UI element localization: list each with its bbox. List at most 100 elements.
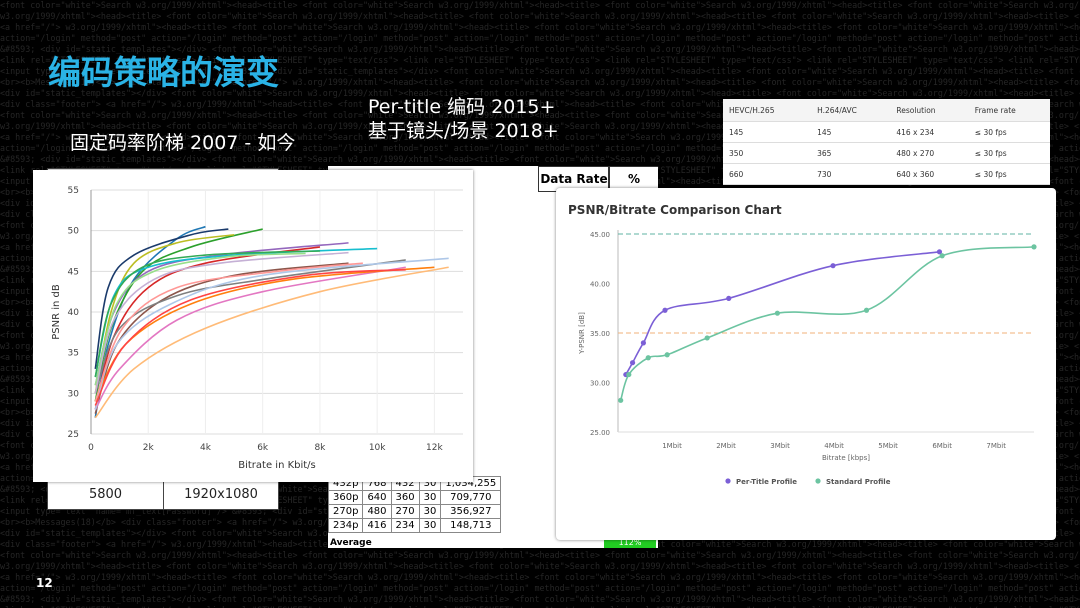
psnr-curves-svg: 25 30 35 40 45 50 55 0 2k 4k 6k 8k 10k 12k Bitrate in … [51, 186, 463, 471]
y-tick-label: 55 [68, 186, 79, 196]
slide-title: 编码策略的演变 [48, 53, 279, 92]
y-tick-label: 35 [68, 349, 79, 359]
x-tick-label: 4Mbit [824, 442, 844, 450]
row-cell: ≤ 30 fps [968, 163, 1050, 185]
data-point [640, 340, 646, 346]
data-point [662, 307, 668, 313]
y-tick-label: 50 [68, 227, 80, 237]
series-line [94, 251, 349, 394]
table-row: 145 145 416 x 234 ≤ 30 fps [723, 121, 1050, 143]
y-tick-label: 35.00 [590, 330, 610, 338]
psnr-curves-chart: 25 30 35 40 45 50 55 0 2k 4k 6k 8k 10k 12k Bitrate in … [33, 170, 473, 482]
y-tick-label: 30 [68, 389, 80, 399]
fixed-ladder-subtitle: 固定码率阶梯 2007 - 如今 [70, 132, 296, 154]
row-cell: 234p [328, 518, 364, 533]
x-tick-label: 2k [143, 443, 155, 453]
x-tick-label: 10k [369, 443, 386, 453]
row-cell: 709,770 [440, 490, 502, 505]
row-cell: 30 [418, 518, 442, 533]
table-row: 234p 416 234 30 148,713 [328, 518, 502, 533]
row-cell: 145 [811, 121, 891, 143]
series-line [94, 262, 349, 414]
x-tick-label: 12k [426, 443, 443, 453]
legend-marker [725, 478, 731, 484]
x-tick-label: 6Mbit [932, 442, 952, 450]
header-cell: HEVC/H.265 [723, 99, 812, 122]
row-cell: 360p [328, 490, 364, 505]
data-point [936, 249, 943, 255]
x-axis-label: Bitrate [kbps] [822, 454, 870, 462]
x-tick-label: 6k [257, 443, 269, 453]
row-cell: 360 [390, 490, 420, 505]
table-row: 270p 480 270 30 356,927 [328, 504, 502, 519]
page-number: 12 [36, 576, 53, 590]
y-axis-label: Y-PSNR [dB] [578, 312, 586, 355]
x-tick-label: 3Mbit [770, 442, 790, 450]
table-row: 350 365 480 x 270 ≤ 30 fps [723, 142, 1050, 164]
series-line [94, 266, 406, 411]
y-tick-label: 45.00 [590, 231, 610, 239]
row-cell: ≤ 30 fps [968, 121, 1050, 143]
x-axis-label: Bitrate in Kbit/s [238, 460, 316, 471]
average-label: Average [330, 538, 372, 548]
legend-label: Standard Profile [826, 478, 891, 486]
data-point [618, 397, 624, 403]
per-title-rows: 432p 768 432 30 1,034,255 360p 640 360 30 709,77… [328, 476, 502, 533]
psnr-comparison-chart: PSNR/Bitrate Comparison Chart 25.00 30.00 3… [556, 188, 1056, 540]
row-cell: 730 [811, 163, 891, 185]
legend-label: Per-Title Profile [736, 478, 797, 486]
y-axis-label: PSNR in dB [51, 284, 62, 340]
data-point [863, 307, 870, 313]
legend-marker [815, 478, 821, 484]
series-line [94, 259, 406, 394]
table-header-row: HEVC/H.265 H.264/AVC Resolution Frame rate [723, 99, 1050, 122]
header-cell: Resolution [890, 99, 969, 122]
row-cell: ≤ 30 fps [968, 142, 1050, 164]
row-cell: 416 x 234 [890, 121, 969, 143]
x-tick-label: 7Mbit [986, 442, 1006, 450]
y-tick-label: 25.00 [590, 429, 610, 437]
series-line [94, 268, 406, 406]
header-cell: Frame rate [968, 99, 1050, 122]
data-point [1031, 244, 1037, 250]
data-point [726, 295, 732, 301]
y-tick-label: 40 [68, 308, 80, 318]
data-point [704, 335, 710, 341]
data-point [626, 371, 632, 378]
x-tick-label: 1Mbit [662, 442, 682, 450]
series-line [94, 225, 206, 418]
row-cell: 480 [362, 504, 392, 519]
series-line [94, 266, 435, 402]
row-cell: 640 [362, 490, 392, 505]
series-line [94, 257, 449, 410]
y-tick-label: 30.00 [590, 380, 610, 388]
data-point [629, 360, 636, 366]
series-line [94, 266, 449, 419]
row-cell: 30 [418, 504, 442, 519]
y-tick-label: 40.00 [590, 281, 610, 289]
table-row: 660 730 640 x 360 ≤ 30 fps [723, 163, 1050, 185]
x-tick-label: 2Mbit [716, 442, 736, 450]
series-line [94, 262, 363, 402]
series-line [94, 250, 320, 378]
shot-based-subtitle: 基于镜头/场景 2018+ [368, 120, 559, 142]
row-cell: 148,713 [440, 518, 502, 533]
data-point [939, 253, 945, 259]
x-tick-label: 4k [200, 443, 212, 453]
average-value-badge: 112% [604, 537, 656, 548]
row-cell: 234 [390, 518, 420, 533]
header-cell: H.264/AVC [811, 99, 891, 122]
data-point [830, 263, 836, 269]
ladder-resolution-cell: 1920x1080 [164, 479, 278, 510]
row-cell: 480 x 270 [890, 142, 969, 164]
row-cell: 660 [723, 163, 812, 185]
data-point [645, 355, 651, 361]
codec-table: HEVC/H.265 H.264/AVC Resolution Frame rate … [723, 99, 1050, 185]
table-row: 360p 640 360 30 709,770 [328, 490, 502, 505]
row-cell: 145 [723, 121, 812, 143]
row-cell: 416 [362, 518, 392, 533]
row-cell: 356,927 [440, 504, 502, 519]
row-cell: 270 [390, 504, 420, 519]
series-line [619, 246, 1035, 401]
y-tick-label: 25 [68, 430, 79, 440]
